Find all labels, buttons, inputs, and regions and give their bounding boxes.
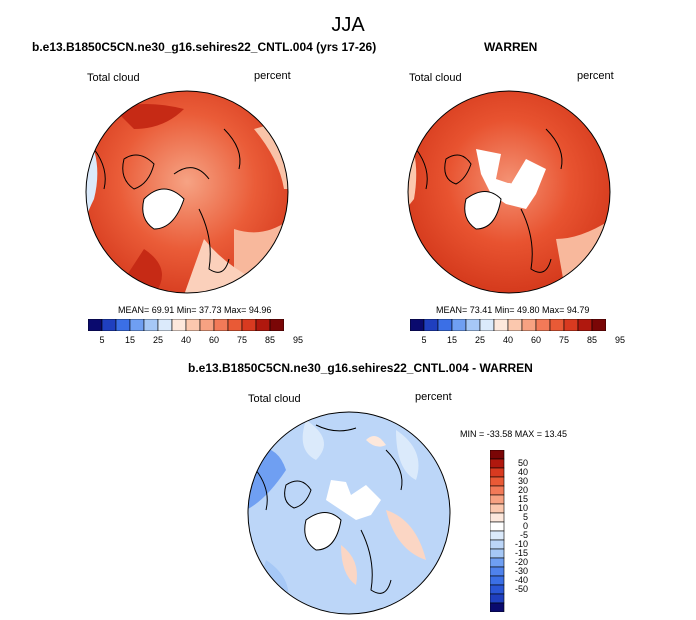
colorbar-swatch xyxy=(490,530,505,541)
colorbar-tick-label: 60 xyxy=(530,335,541,345)
colorbar-swatch xyxy=(493,319,509,331)
colorbar-tick-label: 85 xyxy=(586,335,597,345)
panel-model-title: b.e13.B1850C5CN.ne30_g16.sehires22_CNTL.… xyxy=(32,40,377,54)
colorbar-tick-label: -10 xyxy=(514,538,528,549)
colorbar-tick-label: 25 xyxy=(152,335,163,345)
colorbar-swatch xyxy=(157,319,173,331)
colorbar-tick-label: 95 xyxy=(292,335,303,345)
panel-model-units-label: percent xyxy=(254,70,291,82)
panel-model-colorbar-labels: 5 15 25 40 60 75 85 95 xyxy=(88,335,303,347)
colorbar-tick-label: 40 xyxy=(517,466,528,477)
panel-diff-colorbar xyxy=(490,450,505,612)
colorbar-swatch xyxy=(490,450,505,460)
colorbar-swatch xyxy=(549,319,565,331)
colorbar-swatch xyxy=(490,548,505,559)
colorbar-tick-label: 15 xyxy=(517,493,528,504)
colorbar-tick-label: 15 xyxy=(124,335,135,345)
colorbar-swatch xyxy=(490,485,505,496)
colorbar-tick-label: 50 xyxy=(517,457,528,468)
colorbar-tick-label: 5 xyxy=(421,335,427,345)
colorbar-tick-label: -5 xyxy=(519,529,528,540)
colorbar-swatch xyxy=(410,319,425,331)
colorbar-tick-label: 10 xyxy=(517,502,528,513)
colorbar-tick-label: 25 xyxy=(474,335,485,345)
colorbar-swatch xyxy=(490,503,505,514)
colorbar-swatch xyxy=(577,319,593,331)
colorbar-tick-label: -30 xyxy=(514,565,528,576)
colorbar-tick-label: 15 xyxy=(446,335,457,345)
colorbar-swatch xyxy=(490,584,505,595)
colorbar-tick-label: 60 xyxy=(208,335,219,345)
colorbar-tick-label: 40 xyxy=(502,335,513,345)
colorbar-swatch xyxy=(490,512,505,523)
colorbar-tick-label: 40 xyxy=(180,335,191,345)
colorbar-tick-label: 75 xyxy=(558,335,569,345)
colorbar-swatch xyxy=(490,539,505,550)
colorbar-swatch xyxy=(490,602,505,612)
colorbar-swatch xyxy=(88,319,103,331)
colorbar-swatch xyxy=(521,319,537,331)
panel-obs-colorbar xyxy=(410,319,606,331)
colorbar-swatch xyxy=(451,319,467,331)
colorbar-tick-label: 20 xyxy=(517,484,528,495)
colorbar-swatch xyxy=(101,319,117,331)
colorbar-tick-label: -40 xyxy=(514,574,528,585)
colorbar-tick-label: -50 xyxy=(514,583,528,594)
colorbar-tick-label: 30 xyxy=(517,475,528,486)
colorbar-swatch xyxy=(199,319,215,331)
colorbar-swatch xyxy=(490,557,505,568)
panel-obs-stats: MEAN= 73.41 Min= 49.80 Max= 94.79 xyxy=(436,305,590,315)
colorbar-swatch xyxy=(591,319,606,331)
colorbar-swatch xyxy=(490,458,505,469)
colorbar-swatch xyxy=(269,319,284,331)
panel-obs-title: WARREN xyxy=(484,40,538,54)
panel-diff-stats: MIN = -33.58 MAX = 13.45 xyxy=(460,429,568,439)
colorbar-tick-label: -20 xyxy=(514,556,528,567)
colorbar-tick-label: 85 xyxy=(264,335,275,345)
figure-title: JJA xyxy=(331,14,365,36)
panel-diff-colorbar-labels: 50 40 30 20 15 10 5 0 -5 -10 -15 -20 -30 -40 -50 xyxy=(506,450,538,612)
colorbar-swatch xyxy=(507,319,523,331)
colorbar-swatch xyxy=(490,575,505,586)
colorbar-swatch xyxy=(241,319,257,331)
panel-obs-colorbar-labels: 5 15 25 40 60 75 85 95 xyxy=(410,335,625,347)
colorbar-swatch xyxy=(143,319,159,331)
colorbar-tick-label: 5 xyxy=(99,335,105,345)
colorbar-tick-label: 95 xyxy=(614,335,625,345)
colorbar-swatch xyxy=(255,319,271,331)
colorbar-swatch xyxy=(490,476,505,487)
panel-model-variable-label: Total cloud xyxy=(87,72,140,84)
panel-diff-variable-label: Total cloud xyxy=(248,393,301,405)
colorbar-swatch xyxy=(185,319,201,331)
colorbar-swatch xyxy=(490,521,505,532)
panel-diff-polar-map xyxy=(247,411,451,615)
panel-diff-units-label: percent xyxy=(415,391,452,403)
colorbar-swatch xyxy=(563,319,579,331)
panel-model-polar-map xyxy=(85,90,289,294)
colorbar-tick-label: 0 xyxy=(522,520,528,531)
colorbar-swatch xyxy=(115,319,131,331)
colorbar-swatch xyxy=(423,319,439,331)
colorbar-swatch xyxy=(490,593,505,604)
colorbar-swatch xyxy=(437,319,453,331)
panel-obs-variable-label: Total cloud xyxy=(409,72,462,84)
colorbar-swatch xyxy=(490,566,505,577)
colorbar-swatch xyxy=(465,319,481,331)
panel-obs-units-label: percent xyxy=(577,70,614,82)
colorbar-tick-label: 5 xyxy=(522,511,528,522)
colorbar-swatch xyxy=(171,319,187,331)
colorbar-swatch xyxy=(129,319,145,331)
colorbar-swatch xyxy=(213,319,229,331)
colorbar-swatch xyxy=(490,467,505,478)
colorbar-tick-label: -15 xyxy=(514,547,528,558)
colorbar-swatch xyxy=(227,319,243,331)
panel-diff-title: b.e13.B1850C5CN.ne30_g16.sehires22_CNTL.… xyxy=(188,361,533,375)
colorbar-swatch xyxy=(490,494,505,505)
panel-model-stats: MEAN= 69.91 Min= 37.73 Max= 94.96 xyxy=(118,305,272,315)
colorbar-swatch xyxy=(479,319,495,331)
panel-model-colorbar xyxy=(88,319,284,331)
colorbar-swatch xyxy=(535,319,551,331)
panel-obs-polar-map xyxy=(407,90,611,294)
colorbar-tick-label: 75 xyxy=(236,335,247,345)
